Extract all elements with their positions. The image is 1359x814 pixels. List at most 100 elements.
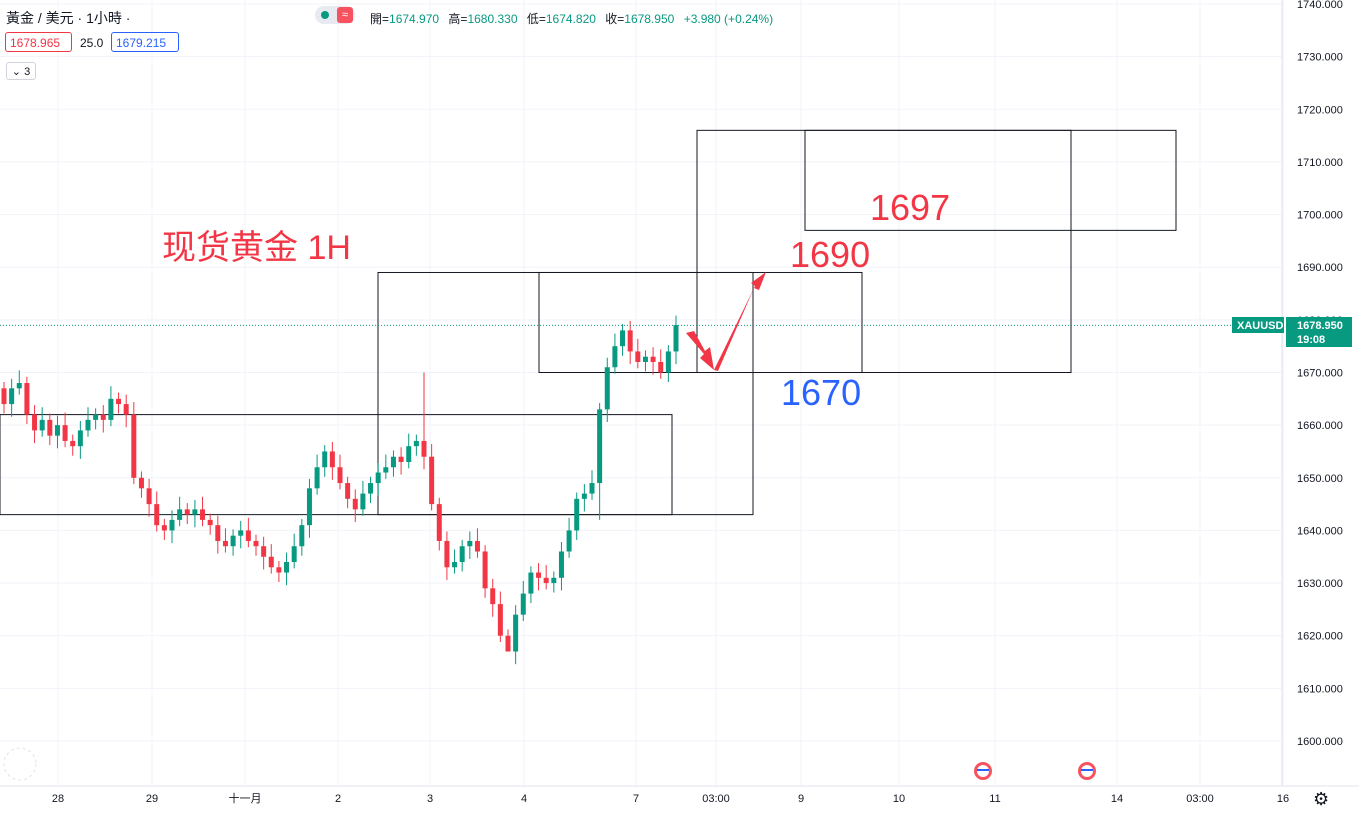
candle-body [429,456,435,505]
market-status-badge[interactable]: ≈ [315,6,355,24]
ohlc-open-value: 1674.970 [389,12,440,26]
candle-body [314,467,320,489]
candle-body [650,356,656,362]
candle-body [574,498,580,531]
zone-rectangle [0,414,673,516]
price-tick-label: 1600.000 [1297,736,1343,748]
spread-value: 25.0 [80,36,104,50]
time-tick-label: 10 [893,793,905,805]
candle-body [536,572,542,578]
ohlc-low-label: 低= [526,12,546,26]
candle-body [558,551,564,578]
candle-body [459,546,465,563]
candle-body [452,562,458,568]
candle-body [215,525,221,541]
level-1697-label: 1697 [870,187,951,228]
candlesticks [1,315,679,665]
loading-indicator [3,747,37,781]
candle-body [306,488,312,526]
sell-button[interactable]: 1678.965 [5,32,72,52]
indicators-count: 3 [24,66,31,78]
up-arrow-icon [714,272,766,371]
candle-body [54,425,60,436]
candle-body [222,540,228,547]
candle-body [32,414,38,431]
price-tick-label: 1720.000 [1297,104,1343,116]
candle-body [505,635,511,652]
candle-body [635,351,641,362]
candle-body [467,540,473,547]
candle-body [375,472,381,484]
time-axis[interactable]: 28 29 十一月 2 3 4 7 03:00 9 10 11 14 03:00 16 [52,791,1289,805]
time-tick-label: 28 [52,793,64,805]
candle-body [200,509,206,520]
chart-title-annotation: 现货黄金 1H [162,229,351,267]
down-arrow-icon [686,331,714,370]
zone-rectangle [804,129,1177,231]
candle-body [345,483,351,499]
candle-body [551,577,557,584]
candle-body [543,577,549,584]
time-tick-label: 29 [146,793,158,805]
candle-body [413,440,419,447]
time-tick-label: 03:00 [702,793,730,805]
event-flags[interactable] [972,760,1098,782]
candle-body [77,430,83,447]
candle-body [161,525,167,531]
price-tag-symbol-box [1232,317,1284,333]
ohlc-low-value: 1674.820 [545,12,596,26]
time-tick-label: 2 [335,793,341,805]
candle-body [360,493,366,510]
price-tick-label: 1690.000 [1297,262,1343,274]
candle-body [490,588,496,605]
ohlc-high-value: 1680.330 [467,12,518,26]
buy-button[interactable]: 1679.215 [111,32,179,52]
candle-body [245,530,251,541]
candle-body [444,540,450,568]
time-tick-label: 3 [427,793,433,805]
price-tag-symbol: XAUUSD [1237,320,1284,332]
market-open-icon [321,11,329,19]
candle-body [589,483,595,494]
symbol-title[interactable]: 黃金 / 美元 · 1小時 · [6,10,131,26]
candle-body [261,546,267,557]
candle-body [47,419,53,436]
price-tick-label: 1700.000 [1297,210,1343,222]
candle-body [207,519,213,526]
us-flag-stripe [977,769,989,771]
candle-body [123,404,129,415]
candle-body [24,383,30,415]
candle-body [597,409,603,484]
candle-body [368,483,374,494]
candle-body [474,540,480,552]
candle-body [612,346,618,368]
candle-body [528,572,534,594]
price-axis[interactable]: 1740.000 1730.000 1720.000 1710.000 1700.000… [1297,0,1343,748]
price-tick-label: 1740.000 [1297,0,1343,11]
candle-body [100,414,106,420]
price-tick-label: 1660.000 [1297,420,1343,432]
candle-body [513,614,519,652]
candle-body [39,419,45,431]
us-flag-stripe-2 [1081,769,1093,771]
level-1690-label: 1690 [790,234,871,275]
candle-body [337,467,343,484]
candle-body [177,509,183,520]
candle-body [16,383,22,389]
candle-body [230,535,236,547]
gear-icon[interactable]: ⚙ [1313,789,1330,809]
price-tag-countdown: 19:08 [1297,334,1325,346]
candle-body [253,540,259,547]
time-tick-label: 4 [521,793,527,805]
time-tick-label: 16 [1277,793,1289,805]
candle-body [665,351,671,373]
ohlc-close-value: 1678.950 [624,12,675,26]
ohlc-change-value: +3.980 (+0.24%) [683,12,774,26]
ohlc-high-label: 高= [448,12,468,26]
trend-arrows [686,272,766,371]
candle-body [581,493,587,499]
candle-body [93,414,99,420]
candle-body [620,330,626,347]
indicators-collapse-button[interactable]: ⌄ 3 [6,62,36,80]
